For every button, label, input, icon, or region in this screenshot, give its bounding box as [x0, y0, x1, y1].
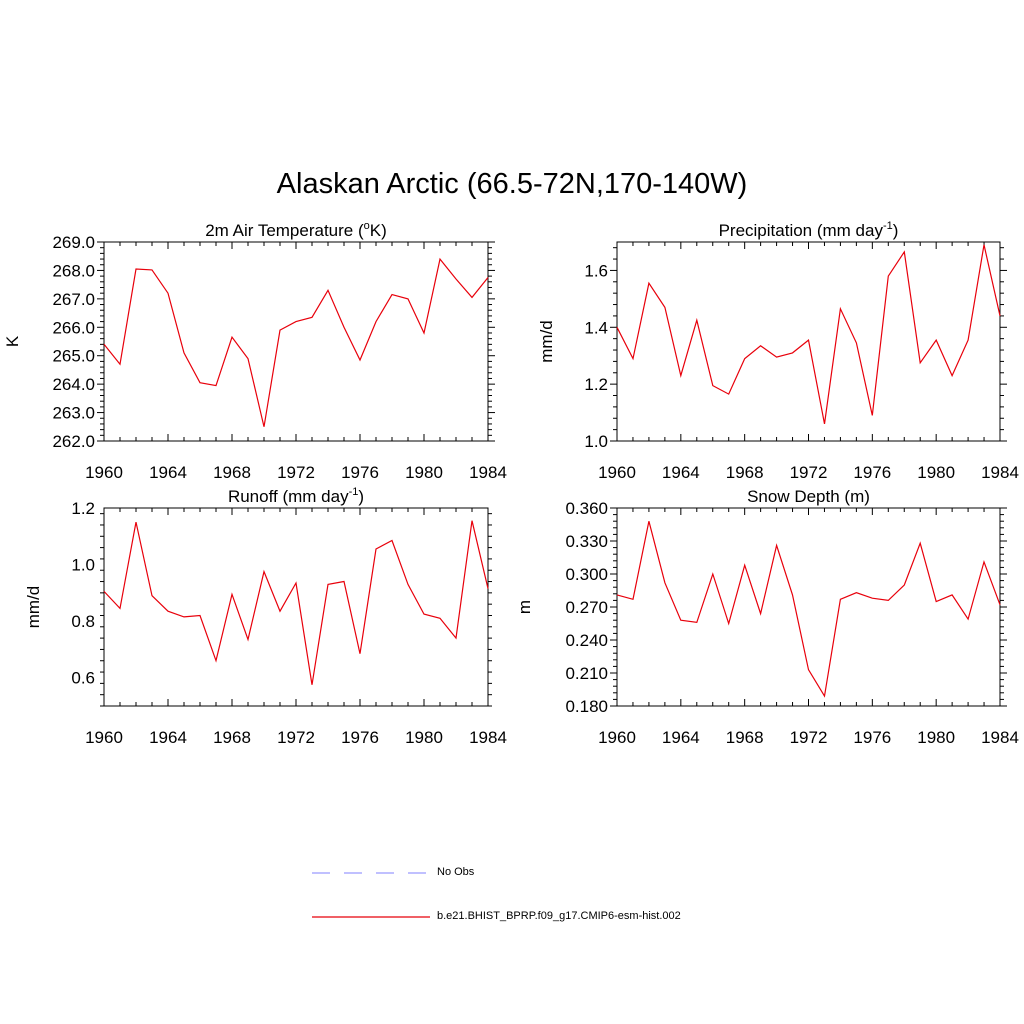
- panel-4-ytick-label: 0.210: [565, 664, 608, 683]
- panel-4-ytick-label: 0.330: [565, 532, 608, 551]
- panel-4-title: Snow Depth (m): [747, 487, 870, 506]
- panel-1-ytick-label: 264.0: [52, 375, 95, 394]
- panel-1-ylabel: K: [3, 335, 22, 347]
- panel-4-xtick-label: 1980: [917, 728, 955, 747]
- panel-3-xtick-label: 1964: [149, 728, 187, 747]
- panel-1-ytick-label: 267.0: [52, 290, 95, 309]
- panel-4-xtick-label: 1972: [790, 728, 828, 747]
- panel-2-xtick-label: 1964: [662, 463, 700, 482]
- panel-2-xtick-label: 1980: [917, 463, 955, 482]
- panel-3-title: Runoff (mm day-1): [228, 486, 364, 506]
- panel-3-xtick-label: 1972: [277, 728, 315, 747]
- panel-3-ytick-label: 0.8: [71, 612, 95, 631]
- panel-3-xtick-label: 1980: [405, 728, 443, 747]
- panel-3-frame: [103, 507, 489, 707]
- panel-2-series-line: [616, 244, 1001, 425]
- panel-1-ytick-label: 265.0: [52, 347, 95, 366]
- panel-1-xtick-label: 1964: [149, 463, 187, 482]
- panel-1-xtick-label: 1980: [405, 463, 443, 482]
- panel-2-xtick-label: 1968: [726, 463, 764, 482]
- panel-1-ytick-label: 263.0: [52, 404, 95, 423]
- panel-2-xtick-label: 1984: [981, 463, 1019, 482]
- panel-3-xtick-label: 1960: [85, 728, 123, 747]
- panel-3-series-line: [103, 520, 489, 685]
- panel-2-ytick-label: 1.4: [584, 318, 608, 337]
- panel-1-ytick-label: 262.0: [52, 432, 95, 451]
- panel-3-ytick-label: 0.6: [71, 669, 95, 688]
- panel-3-ylabel: mm/d: [24, 586, 43, 629]
- panel-2-ytick-label: 1.0: [584, 432, 608, 451]
- panel-1-xtick-label: 1984: [469, 463, 507, 482]
- panel-1-series-line: [103, 257, 489, 427]
- panel-4-ytick-label: 0.180: [565, 697, 608, 716]
- panel-4-ytick-label: 0.270: [565, 598, 608, 617]
- panel-1-xtick-label: 1960: [85, 463, 123, 482]
- panel-4-ytick-label: 0.240: [565, 631, 608, 650]
- panel-4-xtick-label: 1984: [981, 728, 1019, 747]
- panel-1-title: 2m Air Temperature (oK): [205, 220, 387, 240]
- panel-2-title: Precipitation (mm day-1): [719, 220, 899, 240]
- legend-label-obs: No Obs: [437, 866, 475, 878]
- legend-label-model: b.e21.BHIST_BPRP.f09_g17.CMIP6-esm-hist.…: [437, 910, 681, 922]
- panel-2-ytick-label: 1.6: [584, 261, 608, 280]
- panel-1-xtick-label: 1976: [341, 463, 379, 482]
- panel-2-xtick-label: 1976: [853, 463, 891, 482]
- panel-2-ytick-label: 1.2: [584, 375, 608, 394]
- panel-1-frame: [103, 241, 489, 442]
- panel-4-ylabel: m: [515, 600, 534, 614]
- panel-2-ylabel: mm/d: [537, 320, 556, 363]
- panel-4-series-line: [616, 521, 1001, 698]
- panel-1-ytick-label: 269.0: [52, 233, 95, 252]
- panel-4-xtick-label: 1964: [662, 728, 700, 747]
- panel-4-xtick-label: 1960: [598, 728, 636, 747]
- panel-3-xtick-label: 1968: [213, 728, 251, 747]
- panel-3-xtick-label: 1976: [341, 728, 379, 747]
- main-title: Alaskan Arctic (66.5-72N,170-140W): [276, 168, 748, 200]
- panel-1-ytick-label: 266.0: [52, 318, 95, 337]
- panel-3-ytick-label: 1.2: [71, 499, 95, 518]
- panel-4-ytick-label: 0.300: [565, 565, 608, 584]
- panel-1-xtick-label: 1972: [277, 463, 315, 482]
- panel-1-xtick-label: 1968: [213, 463, 251, 482]
- panel-3-ytick-label: 1.0: [71, 556, 95, 575]
- panel-3-xtick-label: 1984: [469, 728, 507, 747]
- panel-1-ytick-label: 268.0: [52, 261, 95, 280]
- panel-4-xtick-label: 1976: [853, 728, 891, 747]
- panel-2-xtick-label: 1972: [790, 463, 828, 482]
- panel-4-frame: [616, 507, 1001, 707]
- panel-4-xtick-label: 1968: [726, 728, 764, 747]
- panel-2-xtick-label: 1960: [598, 463, 636, 482]
- panel-4-ytick-label: 0.360: [565, 499, 608, 518]
